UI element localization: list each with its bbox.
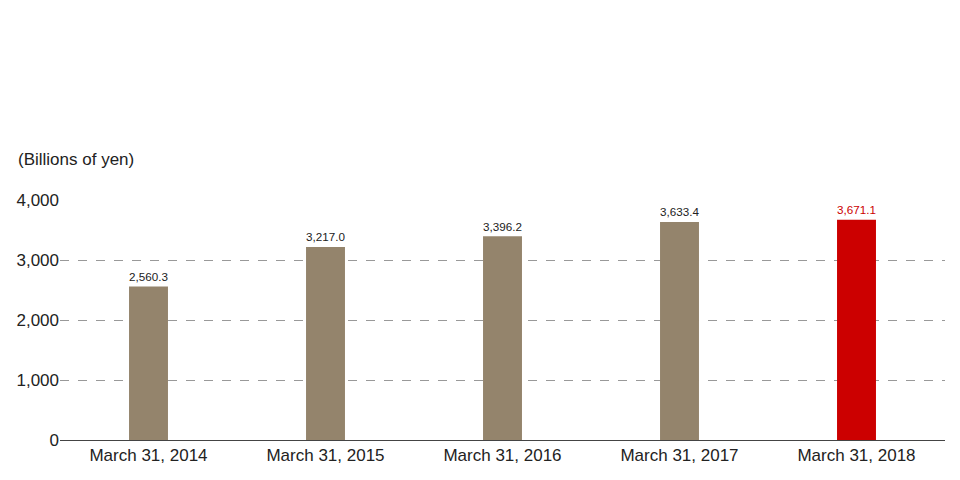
svg-text:3,217.0: 3,217.0 — [306, 230, 345, 243]
svg-text:3,396.2: 3,396.2 — [483, 220, 522, 233]
svg-text:3,000: 3,000 — [16, 251, 59, 270]
svg-text:1,000: 1,000 — [16, 371, 59, 390]
svg-text:March 31, 2014: March 31, 2014 — [89, 446, 207, 465]
svg-text:March 31, 2018: March 31, 2018 — [797, 446, 915, 465]
svg-text:2,000: 2,000 — [16, 311, 59, 330]
svg-text:0: 0 — [50, 431, 59, 450]
svg-text:4,000: 4,000 — [16, 191, 59, 210]
svg-text:(Billions of yen): (Billions of yen) — [18, 150, 134, 169]
svg-text:March 31, 2015: March 31, 2015 — [266, 446, 384, 465]
svg-text:March 31, 2016: March 31, 2016 — [443, 446, 561, 465]
svg-text:3,633.4: 3,633.4 — [660, 205, 699, 218]
svg-text:March 31, 2017: March 31, 2017 — [620, 446, 738, 465]
svg-text:2,560.3: 2,560.3 — [129, 270, 168, 283]
svg-text:3,671.1: 3,671.1 — [837, 203, 876, 216]
